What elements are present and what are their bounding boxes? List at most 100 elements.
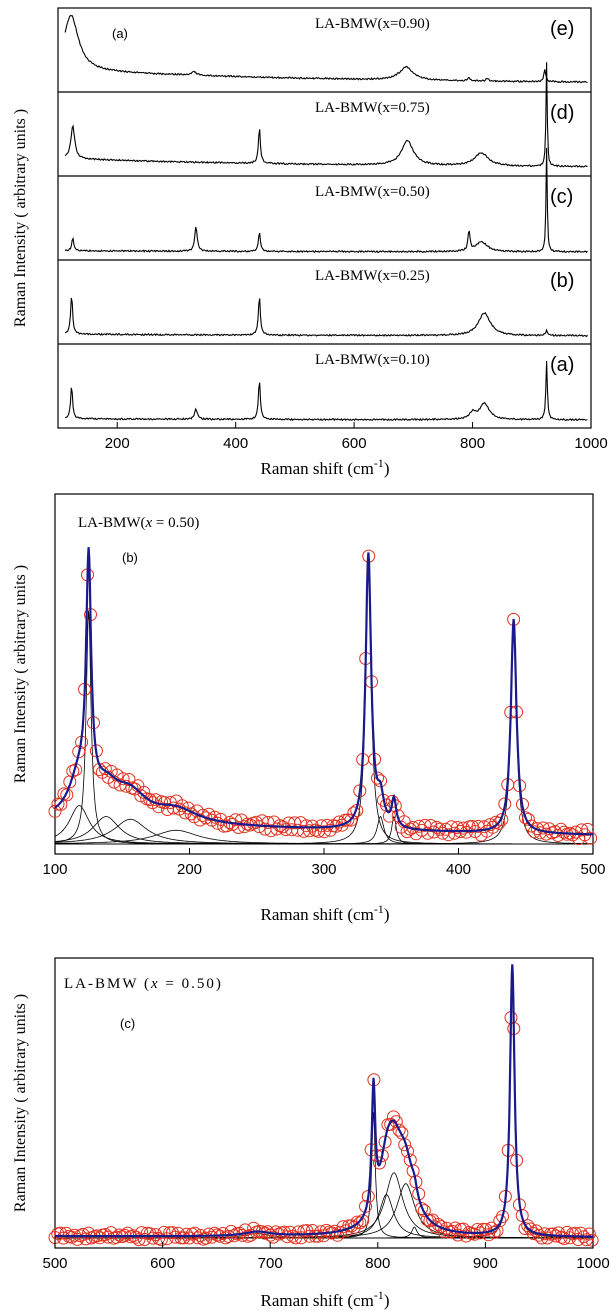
panel-a-frame [57, 7, 592, 429]
data-point [557, 1232, 571, 1245]
panel-a-labels: LA-BMW(x=0.90) (e) LA-BMW(x=0.75) (d) LA-BMW… [315, 16, 574, 376]
data-point [344, 813, 358, 827]
data-point [208, 810, 222, 824]
data-point [135, 1226, 149, 1240]
data-point [470, 1223, 484, 1236]
data-point [582, 1227, 596, 1241]
x-tick-label: 400 [223, 435, 248, 452]
panel-c-frame [54, 957, 594, 1249]
trace-label-1: LA-BMW(x=0.90) [315, 16, 430, 32]
data-point [482, 1228, 496, 1242]
panel-a-label: (a) [112, 26, 128, 41]
component-3 [55, 1172, 593, 1239]
data-point [132, 1233, 146, 1247]
data-point [154, 1233, 168, 1247]
data-point [415, 1202, 428, 1215]
trace-label-2: LA-BMW(x=0.75) [315, 100, 430, 116]
data-point [98, 762, 112, 776]
component-2 [54, 805, 593, 845]
x-tick-label: 600 [150, 1255, 175, 1272]
x-tick-label: 400 [446, 861, 471, 878]
x-tick-label: 300 [311, 861, 336, 878]
trace-1 [64, 14, 588, 84]
x-tick-label: 800 [460, 435, 485, 452]
panel-c-label: (c) [120, 1016, 135, 1031]
data-point [417, 1204, 431, 1218]
x-tick-label: 500 [580, 861, 605, 878]
data-point [146, 1231, 160, 1245]
data-point [177, 1231, 191, 1245]
x-tick-label: 500 [42, 1255, 67, 1272]
trace-letter-2: (d) [550, 102, 574, 124]
data-point [353, 1216, 367, 1230]
data-point [122, 773, 136, 786]
data-point [515, 1209, 529, 1222]
panel-b-title: LA-BMW(x = 0.50) [78, 515, 199, 531]
x-tick-label: 200 [105, 435, 130, 452]
panel-a-ylabel: Raman Intensity ( arbitrary units ) [12, 109, 29, 327]
data-point [521, 812, 535, 826]
data-point [392, 1123, 406, 1137]
panel-b-ticks: 100 200 300 400 500 [42, 848, 606, 878]
data-point [424, 819, 438, 832]
fit-line [54, 547, 593, 836]
data-point [199, 811, 213, 825]
data-point [319, 1223, 333, 1237]
panel-a-ticks: 200 400 600 800 1000 [105, 422, 608, 452]
panel-c-xlabel: Raman shift (cm-1) [261, 1288, 390, 1310]
data-point [143, 1227, 157, 1241]
x-tick-label: 1000 [574, 435, 607, 452]
trace-letter-4: (b) [550, 270, 574, 292]
panel-c-ticks: 500 600 700 800 900 1000 [42, 1242, 610, 1272]
x-tick-label: 1000 [576, 1255, 609, 1272]
trace-label-3: LA-BMW(x=0.50) [315, 184, 430, 200]
data-point [224, 1224, 238, 1238]
data-point [580, 1233, 593, 1247]
panel-b-ylabel: Raman Intensity ( arbitrary units ) [12, 565, 29, 783]
data-point [581, 822, 595, 836]
x-tick-label: 700 [258, 1255, 283, 1272]
trace-5 [64, 360, 588, 422]
data-point [294, 816, 308, 830]
data-point [303, 1229, 317, 1243]
panel-b: 100 200 300 400 500 LA-BMW(x = 0.50) (b) Ram… [12, 493, 606, 924]
fit-line [55, 964, 593, 1238]
data-point [336, 1220, 350, 1234]
data-point [347, 806, 361, 820]
trace-label-4: LA-BMW(x=0.25) [315, 268, 430, 284]
data-point [584, 831, 598, 845]
component-1 [55, 1111, 593, 1239]
data-point [229, 813, 242, 827]
panel-c: 500 600 700 800 900 1000 LA-BMW (x = 0.50) (c… [12, 957, 610, 1310]
data-point [421, 826, 435, 840]
data-point [495, 813, 509, 826]
trace-letter-5: (a) [550, 354, 574, 376]
panel-a-traces [64, 14, 588, 422]
data-point [202, 807, 216, 821]
component-7 [55, 966, 593, 1239]
panel-a: 200 400 600 800 1000 LA-BMW(x=0.90) (e)LA-BMW… [12, 7, 608, 478]
data-point [442, 828, 455, 842]
data-point [373, 1156, 386, 1170]
data-point [477, 820, 491, 834]
trace-4 [64, 297, 588, 338]
data-point [535, 1231, 549, 1245]
panel-c-title: LA-BMW (x = 0.50) [64, 976, 223, 992]
data-point [121, 1226, 135, 1240]
trace-2 [64, 62, 588, 168]
panel-a-xlabel: Raman shift (cm-1) [261, 456, 390, 478]
data-point [110, 1230, 123, 1244]
x-tick-label: 100 [42, 861, 67, 878]
data-point [496, 1210, 510, 1223]
trace-letter-3: (c) [550, 186, 573, 208]
data-point [568, 1226, 582, 1240]
data-point [166, 801, 180, 815]
data-point [456, 821, 470, 835]
data-point [60, 788, 74, 802]
x-tick-label: 200 [177, 861, 202, 878]
data-point [261, 816, 275, 829]
component-9 [55, 629, 593, 845]
x-tick-label: 900 [473, 1255, 498, 1272]
data-point [291, 1225, 305, 1239]
